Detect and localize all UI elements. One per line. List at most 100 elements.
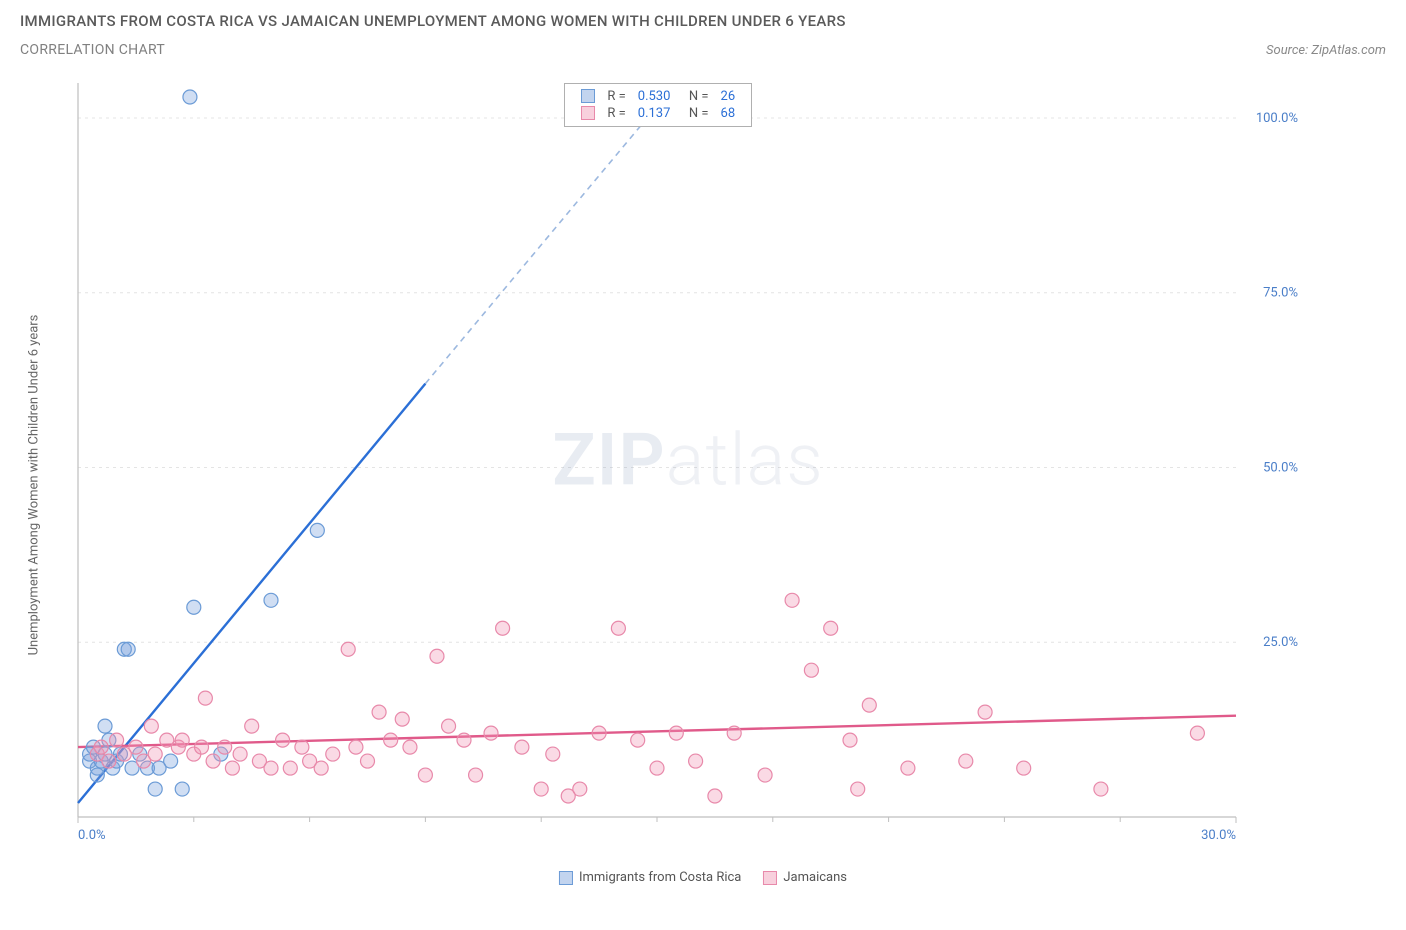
data-point: [534, 782, 548, 796]
plot-area: 0.0%30.0%25.0%50.0%75.0%100.0% ZIPatlas …: [70, 75, 1306, 845]
data-point: [225, 761, 239, 775]
data-point: [546, 747, 560, 761]
data-point: [245, 719, 259, 733]
data-point: [496, 621, 510, 635]
data-point: [175, 782, 189, 796]
data-point: [959, 754, 973, 768]
data-point: [102, 754, 116, 768]
data-point: [144, 719, 158, 733]
data-point: [395, 712, 409, 726]
data-point: [785, 593, 799, 607]
data-point: [218, 740, 232, 754]
y-tick-label: 25.0%: [1263, 635, 1298, 650]
legend-item: Immigrants from Costa Rica: [559, 870, 741, 885]
chart-subtitle: CORRELATION CHART: [20, 42, 165, 58]
data-point: [264, 761, 278, 775]
data-point: [708, 789, 722, 803]
data-point: [469, 768, 483, 782]
data-point: [804, 663, 818, 677]
legend-item: Jamaicans: [763, 870, 847, 885]
stats-r-label: R =: [601, 88, 631, 105]
stats-n-value: 26: [715, 88, 742, 105]
data-point: [326, 747, 340, 761]
data-point: [276, 733, 290, 747]
stats-swatch: [581, 89, 595, 103]
data-point: [206, 754, 220, 768]
data-point: [978, 705, 992, 719]
data-point: [515, 740, 529, 754]
data-point: [403, 740, 417, 754]
data-point: [90, 768, 104, 782]
data-point: [843, 733, 857, 747]
data-point: [418, 768, 432, 782]
data-point: [457, 733, 471, 747]
data-point: [484, 726, 498, 740]
y-axis-label: Unemployment Among Women with Children U…: [27, 315, 42, 656]
data-point: [183, 90, 197, 104]
data-point: [187, 600, 201, 614]
data-point: [862, 698, 876, 712]
chart-title: IMMIGRANTS FROM COSTA RICA VS JAMAICAN U…: [20, 12, 1386, 30]
data-point: [1190, 726, 1204, 740]
data-point: [233, 747, 247, 761]
data-point: [148, 747, 162, 761]
y-tick-label: 75.0%: [1263, 286, 1298, 301]
data-point: [195, 740, 209, 754]
data-point: [442, 719, 456, 733]
stats-n-label: N =: [676, 88, 714, 105]
data-point: [148, 782, 162, 796]
data-point: [361, 754, 375, 768]
y-tick-label: 100.0%: [1256, 111, 1298, 126]
data-point: [384, 733, 398, 747]
data-point: [1017, 761, 1031, 775]
legend-label: Immigrants from Costa Rica: [579, 870, 741, 885]
data-point: [824, 621, 838, 635]
data-point: [430, 649, 444, 663]
stats-swatch: [581, 106, 595, 120]
stats-r-value: 0.137: [632, 105, 677, 122]
data-point: [727, 726, 741, 740]
data-point: [758, 768, 772, 782]
data-point: [631, 733, 645, 747]
data-point: [372, 705, 386, 719]
data-point: [669, 726, 683, 740]
source-label: Source: ZipAtlas.com: [1266, 43, 1386, 58]
data-point: [851, 782, 865, 796]
data-point: [121, 642, 135, 656]
data-point: [283, 761, 297, 775]
chart-container: Unemployment Among Women with Children U…: [20, 75, 1386, 895]
data-point: [198, 691, 212, 705]
data-point: [175, 733, 189, 747]
stats-r-value: 0.530: [632, 88, 677, 105]
data-point: [264, 593, 278, 607]
data-point: [110, 733, 124, 747]
data-point: [295, 740, 309, 754]
data-point: [573, 782, 587, 796]
data-point: [611, 621, 625, 635]
data-point: [341, 642, 355, 656]
data-point: [310, 523, 324, 537]
data-point: [94, 740, 108, 754]
stats-n-value: 68: [715, 105, 742, 122]
stats-n-label: N =: [676, 105, 714, 122]
data-point: [349, 740, 363, 754]
data-point: [592, 726, 606, 740]
data-point: [129, 740, 143, 754]
y-tick-label: 50.0%: [1263, 460, 1298, 475]
data-point: [650, 761, 664, 775]
data-point: [689, 754, 703, 768]
data-point: [98, 719, 112, 733]
data-point: [1094, 782, 1108, 796]
data-point: [314, 761, 328, 775]
data-point: [901, 761, 915, 775]
x-tick-label: 0.0%: [78, 828, 106, 843]
scatter-plot: 0.0% 30.0% 25.0% 50.0% 75.0% 100.0%: [70, 75, 1306, 845]
legend-bottom: Immigrants from Costa Rica Jamaicans: [559, 870, 847, 885]
legend-label: Jamaicans: [783, 870, 847, 885]
legend-swatch: [763, 871, 777, 885]
data-point: [164, 754, 178, 768]
stats-legend-box: R = 0.530 N = 26 R = 0.137 N = 68: [564, 83, 752, 127]
stats-r-label: R =: [601, 105, 631, 122]
x-tick-label: 30.0%: [1201, 828, 1236, 843]
legend-swatch: [559, 871, 573, 885]
